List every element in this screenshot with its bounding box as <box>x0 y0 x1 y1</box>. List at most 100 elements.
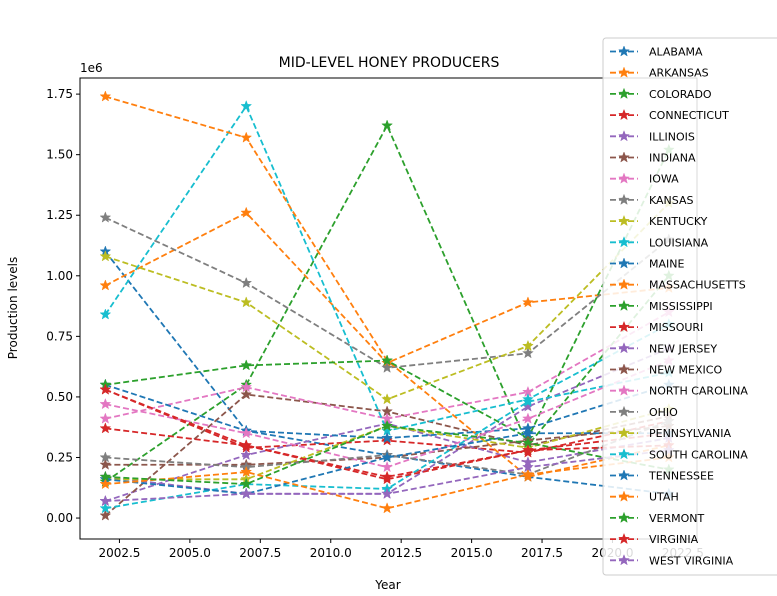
y-tick-label: 1.50 <box>46 148 73 162</box>
legend-marker <box>618 193 630 205</box>
y-axis-label: Production levels <box>6 257 20 359</box>
legend-label: PENNSYLVANIA <box>649 427 731 440</box>
legend: ALABAMA ARKANSAS COLORADO CONNECTICUT ILLINO… <box>602 37 777 576</box>
data-point-mississippi <box>240 359 253 371</box>
legend-label: NEW JERSEY <box>649 342 717 355</box>
legend-marker <box>618 448 630 460</box>
data-point-louisiana <box>99 308 112 320</box>
data-point-kansas <box>240 276 253 289</box>
legend-marker <box>618 469 630 481</box>
legend-marker <box>618 384 630 396</box>
legend-marker <box>618 363 630 375</box>
data-point-utah <box>381 502 393 514</box>
legend-item-mississippi: MISSISSIPPI <box>610 299 713 313</box>
legend-marker <box>618 214 630 227</box>
legend-item-arkansas: ARKANSAS <box>610 66 709 80</box>
data-point-kentucky <box>99 250 112 262</box>
data-point-south-carolina <box>99 502 112 514</box>
legend-item-new-jersey: NEW JERSEY <box>610 342 717 355</box>
data-point-kentucky <box>522 339 534 352</box>
legend-item-west-virginia: WEST VIRGINIA <box>610 554 734 567</box>
legend-item-vermont: VERMONT <box>610 511 704 525</box>
data-point-west-virginia <box>522 460 534 473</box>
legend-marker <box>618 490 630 502</box>
data-point-arkansas <box>240 206 253 218</box>
x-tick-label: 2005.0 <box>169 546 211 560</box>
legend-item-virginia: VIRGINIA <box>610 532 699 546</box>
legend-label: KENTUCKY <box>649 215 708 228</box>
legend-label: INDIANA <box>649 152 696 165</box>
data-point-massachusetts <box>240 131 253 143</box>
legend-item-iowa: IOWA <box>610 172 679 186</box>
y-tick-label: 0.00 <box>46 511 73 525</box>
legend-label: MASSACHUSETTS <box>649 279 746 292</box>
series-line-virginia <box>105 388 669 481</box>
x-tick-label: 2007.5 <box>239 546 281 560</box>
x-axis-label: Year <box>374 578 400 592</box>
data-point-west-virginia <box>240 487 253 499</box>
legend-label: VIRGINIA <box>649 533 699 546</box>
y-tick-label: 0.50 <box>46 390 73 404</box>
data-point-west-virginia <box>99 494 112 507</box>
legend-marker <box>618 257 630 269</box>
legend-label: SOUTH CAROLINA <box>649 448 748 461</box>
data-point-colorado <box>381 119 393 131</box>
data-point-west-virginia <box>381 487 393 499</box>
chart-title: MID-LEVEL HONEY PRODUCERS <box>279 55 500 71</box>
data-point-arkansas <box>99 279 112 291</box>
series-line-tennessee <box>105 432 669 495</box>
legend-label: TENNESSEE <box>648 470 714 483</box>
x-tick-label: 2002.5 <box>98 546 140 560</box>
legend-label: COLORADO <box>649 88 712 101</box>
data-point-virginia <box>99 383 112 395</box>
legend-item-indiana: INDIANA <box>610 151 696 165</box>
data-point-utah <box>522 468 534 480</box>
legend-label: NORTH CAROLINA <box>649 385 748 398</box>
data-point-indiana <box>99 509 112 521</box>
legend-label: MAINE <box>649 258 684 271</box>
legend-label: OHIO <box>649 406 678 419</box>
legend-marker <box>618 342 630 354</box>
data-point-north-carolina <box>522 412 534 424</box>
legend-label: WEST VIRGINIA <box>649 554 734 567</box>
y-tick-label: 0.25 <box>46 450 73 464</box>
legend-marker <box>618 87 630 99</box>
legend-marker <box>618 320 630 333</box>
legend-item-pennsylvania: PENNSYLVANIA <box>610 426 731 440</box>
legend-marker <box>618 426 630 439</box>
data-point-vermont <box>99 470 112 482</box>
data-point-mississippi <box>381 354 393 366</box>
legend-label: MISSISSIPPI <box>649 300 713 313</box>
legend-label: ARKANSAS <box>649 67 709 80</box>
legend-item-maine: MAINE <box>610 257 684 271</box>
data-point-new-mexico <box>99 458 112 470</box>
legend-item-alabama: ALABAMA <box>610 45 703 59</box>
series-layer <box>99 90 675 521</box>
data-point-virginia <box>522 444 534 456</box>
legend-label: ALABAMA <box>649 46 703 59</box>
data-point-virginia <box>381 473 393 485</box>
legend-marker <box>618 172 630 184</box>
legend-marker <box>618 130 630 142</box>
data-point-missouri <box>99 422 112 434</box>
legend-marker <box>618 278 630 290</box>
data-point-north-carolina <box>240 427 253 439</box>
data-point-north-carolina <box>381 460 393 473</box>
legend-label: CONNECTICUT <box>649 109 729 122</box>
legend-item-illinois: ILLINOIS <box>610 130 695 143</box>
legend-marker <box>618 236 630 248</box>
y-tick-label: 1.00 <box>46 269 73 283</box>
data-point-north-carolina <box>99 397 112 410</box>
legend-marker <box>618 66 630 78</box>
legend-label: LOUISIANA <box>649 236 709 249</box>
series-line-utah <box>105 456 669 510</box>
legend-marker <box>618 532 630 545</box>
data-point-massachusetts <box>99 90 112 102</box>
legend-marker <box>618 151 630 163</box>
legend-marker <box>618 108 630 121</box>
data-point-illinois <box>240 448 253 461</box>
data-point-tennessee <box>381 451 393 463</box>
legend-item-kentucky: KENTUCKY <box>610 214 708 228</box>
legend-marker <box>618 405 630 417</box>
